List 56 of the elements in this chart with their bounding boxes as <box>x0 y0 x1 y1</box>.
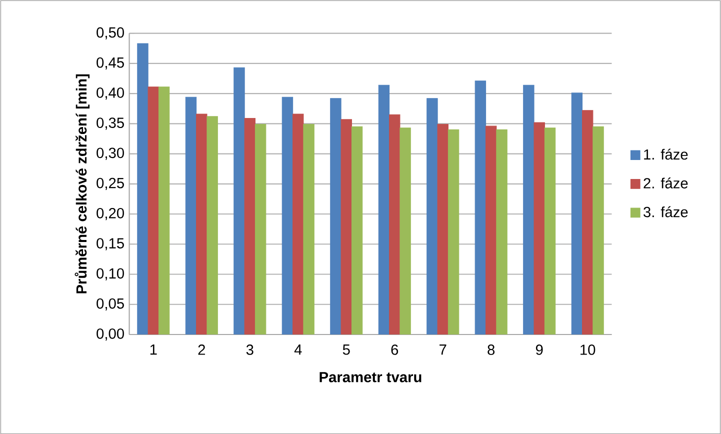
x-tick-label: 9 <box>536 344 543 355</box>
bar <box>244 118 256 334</box>
bar <box>592 126 604 334</box>
bar <box>426 98 438 334</box>
bar <box>544 127 556 334</box>
bar <box>292 114 304 334</box>
bar <box>351 126 363 334</box>
y-tick-label: 0,00 <box>96 328 124 340</box>
bar <box>330 98 342 334</box>
y-tick-label: 0,40 <box>96 87 124 100</box>
x-tick-label: 3 <box>246 344 254 355</box>
bar <box>474 80 486 334</box>
bar <box>486 126 497 334</box>
y-tick-label: 0,20 <box>96 208 124 220</box>
bar <box>158 86 170 334</box>
bar <box>137 43 148 334</box>
x-axis-title: Parametr tvaru <box>320 372 422 382</box>
bar <box>389 114 400 334</box>
bar <box>400 127 411 334</box>
x-tick-label: 7 <box>440 344 446 354</box>
x-tick-label: 4 <box>294 344 302 354</box>
y-tick-label: 0,50 <box>96 27 124 40</box>
bar <box>378 84 390 334</box>
bar <box>206 116 218 334</box>
bar <box>282 96 294 334</box>
x-tick-label: 6 <box>391 344 398 355</box>
bar <box>234 67 245 334</box>
y-axis-title: Průměrné celkové zdržení [min] <box>74 74 90 294</box>
bar <box>303 124 314 334</box>
legend-label: 1. fáze <box>644 148 688 160</box>
bar <box>437 124 448 334</box>
legend-label: 3. fáze <box>644 206 688 218</box>
bar <box>185 96 197 334</box>
y-tick-label: 0,45 <box>96 57 124 70</box>
x-tick-label: 10 <box>580 344 596 355</box>
bar <box>196 114 208 334</box>
bar <box>448 129 460 334</box>
y-tick-label: 0,25 <box>96 178 124 190</box>
x-tick-label: 5 <box>342 344 350 355</box>
x-tick-label: 1 <box>150 344 157 354</box>
bar <box>254 124 266 334</box>
bar <box>571 92 583 334</box>
y-tick-label: 0,05 <box>96 298 124 310</box>
y-tick-label: 0,10 <box>96 268 124 280</box>
y-tick-label: 0,15 <box>96 238 124 250</box>
bar <box>534 122 545 334</box>
bar <box>523 84 534 334</box>
bar <box>340 118 352 334</box>
y-tick-label: 0,35 <box>96 117 124 130</box>
bar <box>496 129 508 334</box>
legend-label: 2. fáze <box>644 177 688 188</box>
bar <box>582 110 594 334</box>
x-tick-label: 2 <box>198 344 205 355</box>
bar <box>148 86 159 334</box>
x-tick-label: 8 <box>488 344 495 355</box>
y-tick-label: 0,30 <box>96 148 124 160</box>
